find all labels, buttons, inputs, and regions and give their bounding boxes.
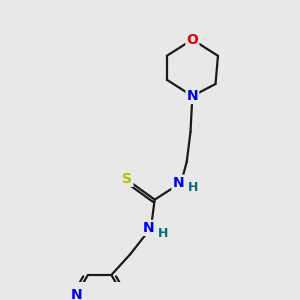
Text: O: O: [186, 32, 198, 46]
Text: H: H: [188, 181, 199, 194]
Text: H: H: [158, 227, 168, 240]
Text: N: N: [142, 221, 154, 235]
Text: S: S: [122, 172, 132, 186]
Text: N: N: [172, 176, 184, 190]
Text: N: N: [187, 89, 198, 103]
Text: N: N: [70, 288, 82, 300]
